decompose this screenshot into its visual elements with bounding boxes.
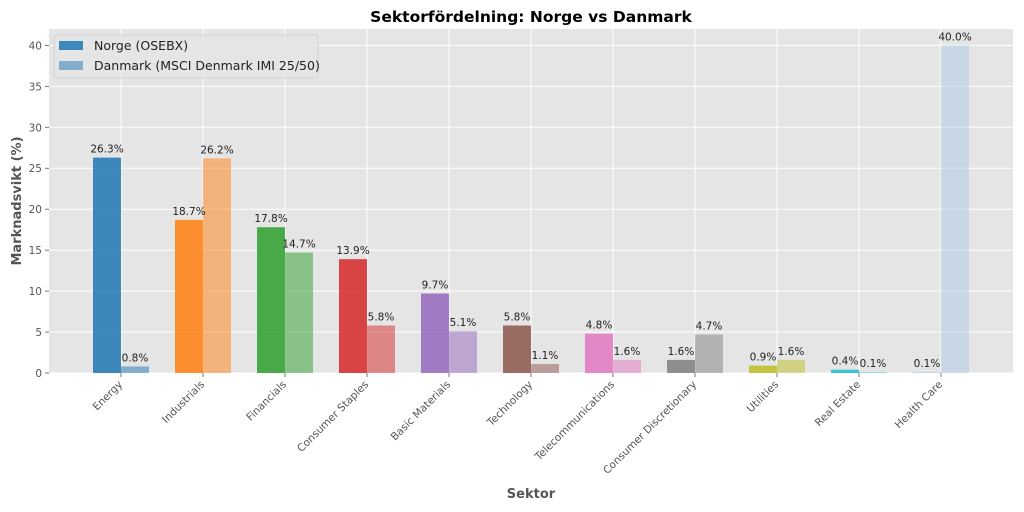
data-label-danmark: 14.7%: [282, 239, 315, 251]
x-tick-label: Basic Materials: [389, 379, 454, 444]
data-label-danmark: 0.8%: [122, 352, 149, 364]
legend-swatch-norge: [59, 41, 83, 50]
legend-label-norge: Norge (OSEBX): [94, 38, 188, 53]
legend-label-danmark: Danmark (MSCI Denmark IMI 25/50): [94, 58, 320, 73]
data-label-norge: 0.1%: [914, 358, 941, 370]
data-label-danmark: 40.0%: [938, 31, 971, 43]
x-tick-label: Utilities: [745, 379, 781, 415]
data-label-norge: 0.9%: [750, 352, 777, 364]
bar-danmark: [121, 366, 149, 373]
data-label-danmark: 1.6%: [778, 346, 805, 358]
x-axis-title: Sektor: [507, 487, 556, 502]
bars: [93, 45, 969, 373]
data-label-danmark: 1.1%: [532, 350, 559, 362]
data-label-danmark: 26.2%: [200, 144, 233, 156]
y-tick-label: 35: [29, 81, 42, 93]
data-label-danmark: 0.1%: [860, 358, 887, 370]
data-label-norge: 9.7%: [422, 280, 449, 292]
x-tick-label: Consumer Staples: [295, 379, 371, 455]
data-label-norge: 1.6%: [668, 346, 695, 358]
bar-danmark: [449, 331, 477, 373]
data-label-norge: 18.7%: [172, 206, 205, 218]
data-labels: 26.3%18.7%17.8%13.9%9.7%5.8%4.8%1.6% 0.9%…: [90, 31, 971, 370]
chart-title: Sektorfördelning: Norge vs Danmark: [370, 8, 692, 26]
y-tick-label: 5: [35, 327, 42, 339]
bar-norge: [749, 365, 777, 373]
x-tick-label: Telecommunications: [532, 379, 617, 464]
bar-danmark: [777, 359, 805, 373]
x-tick-label: Consumer Discretionary: [601, 379, 699, 477]
bar-norge: [831, 369, 859, 373]
data-label-danmark: 5.8%: [368, 311, 395, 323]
y-tick-label: 30: [29, 122, 42, 134]
y-tick-label: 25: [29, 163, 42, 175]
y-tick-label: 20: [29, 204, 42, 216]
x-tick-label: Financials: [244, 379, 289, 424]
x-tick-label: Real Estate: [813, 379, 863, 429]
bar-norge: [913, 372, 941, 373]
y-tick-label: 0: [35, 368, 42, 380]
bar-danmark: [531, 363, 559, 373]
bar-norge: [421, 293, 449, 373]
data-label-danmark: 4.7%: [696, 321, 723, 333]
y-tick-label: 10: [29, 286, 42, 298]
bar-norge: [339, 259, 367, 373]
bar-danmark: [613, 359, 641, 373]
bar-norge: [503, 325, 531, 373]
bar-norge: [257, 227, 285, 373]
bar-danmark: [285, 252, 313, 373]
bar-danmark: [859, 372, 887, 373]
data-label-danmark: 1.6%: [614, 346, 641, 358]
data-label-norge: 13.9%: [336, 245, 369, 257]
legend-swatch-danmark: [59, 61, 83, 70]
bar-norge: [93, 157, 121, 373]
x-tick-label: Industrials: [160, 379, 207, 426]
y-axis-ticks: 0 5 10 15 20 25 30 35 40: [29, 40, 49, 380]
y-axis-title: Marknadsvikt (%): [10, 136, 25, 265]
y-tick-label: 40: [29, 40, 42, 52]
data-label-norge: 5.8%: [504, 311, 531, 323]
data-label-norge: 4.8%: [586, 320, 613, 332]
data-label-norge: 17.8%: [254, 213, 287, 225]
bar-norge: [175, 219, 203, 373]
bar-danmark: [367, 325, 395, 373]
bar-danmark: [695, 334, 723, 373]
x-tick-label: Energy: [91, 379, 125, 413]
bar-norge: [585, 333, 613, 373]
x-axis-ticks: Energy Industrials Financials Consumer Stap…: [91, 373, 945, 477]
legend: Norge (OSEBX) Danmark (MSCI Denmark IMI …: [53, 34, 320, 79]
x-tick-label: Health Care: [893, 379, 945, 431]
data-label-norge: 0.4%: [832, 356, 859, 368]
data-label-norge: 26.3%: [90, 144, 123, 156]
bar-norge: [667, 359, 695, 373]
bar-danmark: [941, 45, 969, 373]
data-label-danmark: 5.1%: [450, 317, 477, 329]
x-tick-label: Technology: [484, 379, 535, 430]
y-tick-label: 15: [29, 245, 42, 257]
bar-danmark: [203, 158, 231, 373]
legend-box: [53, 34, 319, 79]
